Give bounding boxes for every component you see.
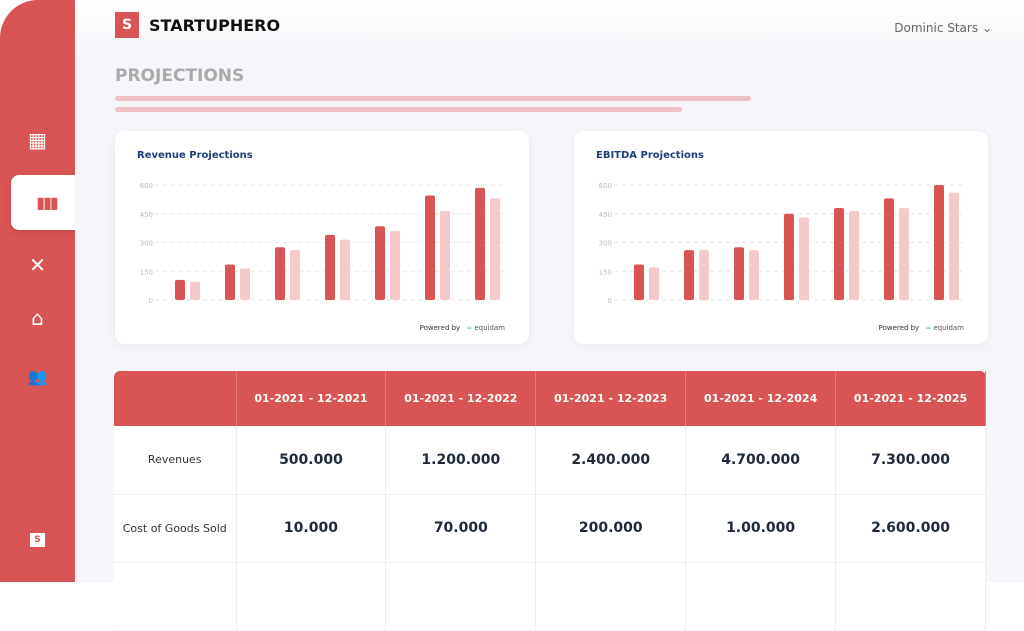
powered-by: Powered by ≈ equidam bbox=[878, 324, 964, 332]
bar[interactable] bbox=[849, 210, 859, 300]
header-cell: 01-2021 - 12-2023 bbox=[535, 371, 687, 426]
projections-table: 01-2021 - 12-2021 01-2021 - 12-2022 01-2… bbox=[114, 371, 986, 631]
dashboard-icon: ▦ bbox=[28, 128, 47, 152]
bar[interactable] bbox=[225, 264, 235, 300]
page-title: PROJECTIONS bbox=[115, 66, 245, 86]
bar[interactable] bbox=[734, 247, 744, 300]
bar[interactable] bbox=[649, 267, 659, 300]
y-tick-label: 150 bbox=[599, 268, 612, 276]
cell: 7.300.000 bbox=[835, 426, 986, 495]
decorative-line bbox=[115, 107, 682, 112]
bar[interactable] bbox=[699, 250, 709, 300]
bar[interactable] bbox=[175, 279, 185, 300]
cell: 500.000 bbox=[236, 426, 387, 495]
y-tick-label: 300 bbox=[140, 240, 153, 248]
header-cell: 01-2021 - 12-2025 bbox=[835, 371, 986, 426]
y-tick-label: 0 bbox=[149, 297, 153, 305]
table-row: Cost of Goods Sold 10.000 70.000 200.000… bbox=[114, 494, 986, 563]
cell: 1.200.000 bbox=[385, 426, 537, 495]
cell: 200.000 bbox=[535, 494, 687, 563]
cell bbox=[685, 562, 837, 631]
bar[interactable] bbox=[425, 195, 435, 300]
bar[interactable] bbox=[749, 250, 759, 300]
bar[interactable] bbox=[834, 208, 844, 300]
cell bbox=[385, 562, 537, 631]
sidebar-item-projections[interactable]: ▮▮▮ bbox=[11, 175, 82, 230]
bar[interactable] bbox=[949, 192, 959, 300]
equidam-logo: ≈ equidam bbox=[466, 324, 505, 332]
bar[interactable] bbox=[634, 264, 644, 300]
row-label: Cost of Goods Sold bbox=[114, 494, 237, 563]
brand-logo[interactable]: S STARTUPHERO bbox=[115, 12, 280, 38]
sidebar-logo: S bbox=[0, 520, 75, 560]
cell bbox=[236, 562, 387, 631]
equidam-logo: ≈ equidam bbox=[925, 324, 964, 332]
bar[interactable] bbox=[390, 231, 400, 300]
bar[interactable] bbox=[884, 198, 894, 300]
bar-chart-icon: ▮▮▮ bbox=[36, 193, 58, 212]
bar[interactable] bbox=[190, 281, 200, 300]
cell bbox=[835, 562, 986, 631]
row-label: Revenues bbox=[114, 426, 237, 495]
y-tick-label: 450 bbox=[140, 211, 153, 219]
y-tick-label: 0 bbox=[608, 297, 612, 305]
sidebar-item-dashboard[interactable]: ▦ bbox=[0, 120, 75, 160]
bar[interactable] bbox=[899, 208, 909, 300]
decorative-line bbox=[115, 96, 751, 101]
bar[interactable] bbox=[684, 250, 694, 300]
bar[interactable] bbox=[934, 185, 944, 300]
cell: 70.000 bbox=[385, 494, 537, 563]
chevron-down-icon: ⌄ bbox=[981, 21, 992, 35]
cell: 1.00.000 bbox=[685, 494, 837, 563]
y-tick-label: 450 bbox=[599, 211, 612, 219]
cell: 2.600.000 bbox=[835, 494, 986, 563]
users-icon: 👥 bbox=[27, 366, 48, 386]
bar[interactable] bbox=[240, 268, 250, 300]
y-tick-label: 600 bbox=[599, 182, 612, 190]
sidebar: ▦ ▮▮▮ ✕ ⌂ 👥 S bbox=[0, 0, 82, 582]
logo-icon: S bbox=[115, 12, 139, 38]
bar[interactable] bbox=[440, 210, 450, 300]
header-cell: 01-2021 - 12-2024 bbox=[685, 371, 837, 426]
y-tick-label: 300 bbox=[599, 240, 612, 248]
bank-icon: ⌂ bbox=[31, 306, 44, 330]
revenue-chart: 0 150 300 450 600 bbox=[140, 182, 505, 305]
bar[interactable] bbox=[490, 198, 500, 300]
revenue-chart-card: Revenue Projections 0 150 300 450 600 Powere… bbox=[115, 131, 529, 344]
y-tick-label: 600 bbox=[140, 182, 153, 190]
table-row: Revenues 500.000 1.200.000 2.400.000 4.7… bbox=[114, 426, 986, 495]
network-icon: ✕ bbox=[29, 253, 46, 277]
cell: 4.700.000 bbox=[685, 426, 837, 495]
chart-title: EBITDA Projections bbox=[596, 150, 704, 161]
sidebar-item-network[interactable]: ✕ bbox=[0, 245, 75, 285]
table-row bbox=[114, 562, 986, 631]
ebitda-chart: 0 150 300 450 600 bbox=[599, 182, 964, 305]
bar[interactable] bbox=[290, 250, 300, 300]
cell: 2.400.000 bbox=[535, 426, 687, 495]
bar[interactable] bbox=[375, 226, 385, 300]
cell bbox=[535, 562, 687, 631]
brand-name: STARTUPHERO bbox=[149, 15, 281, 35]
powered-by: Powered by ≈ equidam bbox=[419, 324, 505, 332]
row-label bbox=[114, 562, 237, 631]
sidebar-item-bank[interactable]: ⌂ bbox=[0, 298, 75, 338]
bar[interactable] bbox=[275, 247, 285, 300]
user-name: Dominic Stars bbox=[894, 21, 979, 35]
table-header: 01-2021 - 12-2021 01-2021 - 12-2022 01-2… bbox=[114, 371, 986, 426]
sidebar-item-users[interactable]: 👥 bbox=[0, 356, 75, 396]
user-menu[interactable]: Dominic Stars ⌄ bbox=[894, 21, 992, 35]
cell: 10.000 bbox=[236, 494, 387, 563]
header-cell bbox=[114, 371, 237, 426]
y-tick-label: 150 bbox=[140, 268, 153, 276]
bar[interactable] bbox=[784, 213, 794, 300]
chart-title: Revenue Projections bbox=[137, 150, 253, 161]
bar[interactable] bbox=[340, 239, 350, 300]
bar[interactable] bbox=[475, 187, 485, 300]
bar[interactable] bbox=[325, 234, 335, 300]
bar[interactable] bbox=[799, 217, 809, 300]
header-cell: 01-2021 - 12-2022 bbox=[385, 371, 537, 426]
header-cell: 01-2021 - 12-2021 bbox=[236, 371, 387, 426]
ebitda-chart-card: EBITDA Projections 0 150 300 450 600 Powered… bbox=[574, 131, 988, 344]
